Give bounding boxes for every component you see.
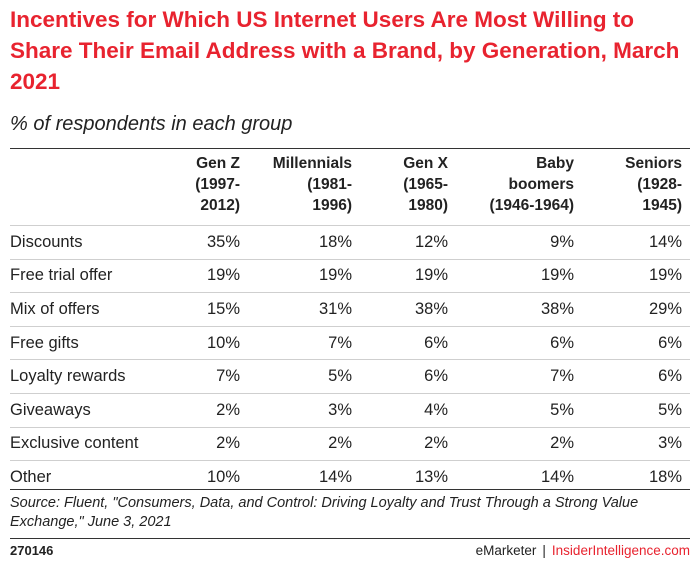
column-header-line: Gen Z bbox=[196, 155, 240, 172]
table-row: Free gifts 10% 7% 6% 6% 6% bbox=[10, 325, 690, 360]
column-header-line: (1946-1964) bbox=[489, 197, 574, 214]
value-cell: 13% bbox=[360, 460, 456, 494]
value-cell: 35% bbox=[165, 225, 248, 260]
value-cell: 18% bbox=[248, 225, 360, 260]
column-header-line: Millennials bbox=[272, 155, 352, 172]
column-header-line: 1980) bbox=[408, 197, 448, 214]
value-cell: 3% bbox=[582, 426, 690, 461]
table-body: Discounts 35% 18% 12% 9% 14% Free trial offer 1… bbox=[10, 225, 690, 494]
value-cell: 29% bbox=[582, 292, 690, 327]
brand-separator: | bbox=[542, 543, 546, 558]
value-cell: 6% bbox=[582, 359, 690, 394]
table-top-rule bbox=[10, 148, 690, 149]
value-cell: 10% bbox=[165, 460, 248, 494]
value-cell: 15% bbox=[165, 292, 248, 327]
table-row: Loyalty rewards 7% 5% 6% 7% 6% bbox=[10, 359, 690, 394]
table-row: Mix of offers 15% 31% 38% 38% 29% bbox=[10, 292, 690, 327]
value-cell: 5% bbox=[248, 359, 360, 394]
value-cell: 19% bbox=[456, 258, 582, 293]
row-label: Other bbox=[10, 460, 165, 494]
column-header-line: Seniors bbox=[625, 155, 682, 172]
data-table: Gen Z (1997- 2012) Millennials (1981- 1996) Ge… bbox=[10, 153, 690, 494]
chart-subtitle: % of respondents in each group bbox=[10, 113, 293, 135]
value-cell: 6% bbox=[582, 325, 690, 360]
value-cell: 9% bbox=[456, 225, 582, 260]
column-header-line: (1928- bbox=[637, 176, 682, 193]
value-cell: 2% bbox=[248, 426, 360, 461]
emarketer-logo-text: eMarketer bbox=[475, 543, 537, 558]
value-cell: 4% bbox=[360, 392, 456, 428]
column-header-line: (1965- bbox=[403, 176, 448, 193]
column-header-line: 1945) bbox=[642, 197, 682, 214]
table-row: Exclusive content 2% 2% 2% 2% 3% bbox=[10, 426, 690, 461]
column-header-line: 1996) bbox=[312, 197, 352, 214]
footer-rule bbox=[10, 538, 690, 539]
column-header-line: 2012) bbox=[200, 197, 240, 214]
row-label: Exclusive content bbox=[10, 426, 165, 461]
row-label: Mix of offers bbox=[10, 292, 165, 327]
column-header: Gen X (1965- 1980) bbox=[360, 153, 456, 226]
chart-id: 270146 bbox=[10, 543, 54, 558]
table-row: Giveaways 2% 3% 4% 5% 5% bbox=[10, 392, 690, 428]
column-header: Seniors (1928- 1945) bbox=[582, 153, 690, 226]
value-cell: 31% bbox=[248, 292, 360, 327]
column-header: Gen Z (1997- 2012) bbox=[165, 153, 248, 226]
value-cell: 10% bbox=[165, 325, 248, 360]
source-note: Source: Fluent, "Consumers, Data, and Co… bbox=[10, 495, 639, 530]
value-cell: 19% bbox=[165, 258, 248, 293]
column-header: Millennials (1981- 1996) bbox=[248, 153, 360, 226]
column-header-line: boomers bbox=[508, 176, 574, 193]
value-cell: 19% bbox=[582, 258, 690, 293]
value-cell: 38% bbox=[456, 292, 582, 327]
value-cell: 3% bbox=[248, 392, 360, 428]
value-cell: 2% bbox=[360, 426, 456, 461]
value-cell: 2% bbox=[165, 426, 248, 461]
value-cell: 19% bbox=[248, 258, 360, 293]
brand-footer: eMarketer | InsiderIntelligence.com bbox=[476, 543, 690, 558]
row-label: Free gifts bbox=[10, 325, 165, 360]
header-row: Gen Z (1997- 2012) Millennials (1981- 1996) Ge… bbox=[10, 153, 690, 226]
value-cell: 7% bbox=[248, 325, 360, 360]
table-row: Free trial offer 19% 19% 19% 19% 19% bbox=[10, 258, 690, 293]
value-cell: 14% bbox=[456, 460, 582, 494]
row-label: Free trial offer bbox=[10, 258, 165, 293]
table-row: Discounts 35% 18% 12% 9% 14% bbox=[10, 225, 690, 260]
value-cell: 6% bbox=[360, 325, 456, 360]
row-label-header bbox=[10, 153, 165, 226]
value-cell: 5% bbox=[582, 392, 690, 428]
row-label: Loyalty rewards bbox=[10, 359, 165, 394]
value-cell: 12% bbox=[360, 225, 456, 260]
value-cell: 7% bbox=[456, 359, 582, 394]
value-cell: 19% bbox=[360, 258, 456, 293]
value-cell: 2% bbox=[165, 392, 248, 428]
value-cell: 38% bbox=[360, 292, 456, 327]
value-cell: 2% bbox=[456, 426, 582, 461]
value-cell: 18% bbox=[582, 460, 690, 494]
table-row: Other 10% 14% 13% 14% 18% bbox=[10, 460, 690, 494]
chart-title: Incentives for Which US Internet Users A… bbox=[10, 7, 680, 94]
value-cell: 6% bbox=[456, 325, 582, 360]
column-header-line: (1981- bbox=[307, 176, 352, 193]
value-cell: 14% bbox=[582, 225, 690, 260]
value-cell: 5% bbox=[456, 392, 582, 428]
column-header-line: Gen X bbox=[403, 155, 448, 172]
value-cell: 7% bbox=[165, 359, 248, 394]
value-cell: 14% bbox=[248, 460, 360, 494]
table-bottom-rule bbox=[10, 489, 690, 490]
row-label: Discounts bbox=[10, 225, 165, 260]
row-label: Giveaways bbox=[10, 392, 165, 428]
column-header: Baby boomers (1946-1964) bbox=[456, 153, 582, 226]
column-header-line: Baby bbox=[536, 155, 574, 172]
insider-intelligence-link[interactable]: InsiderIntelligence.com bbox=[551, 543, 690, 558]
column-header-line: (1997- bbox=[195, 176, 240, 193]
value-cell: 6% bbox=[360, 359, 456, 394]
